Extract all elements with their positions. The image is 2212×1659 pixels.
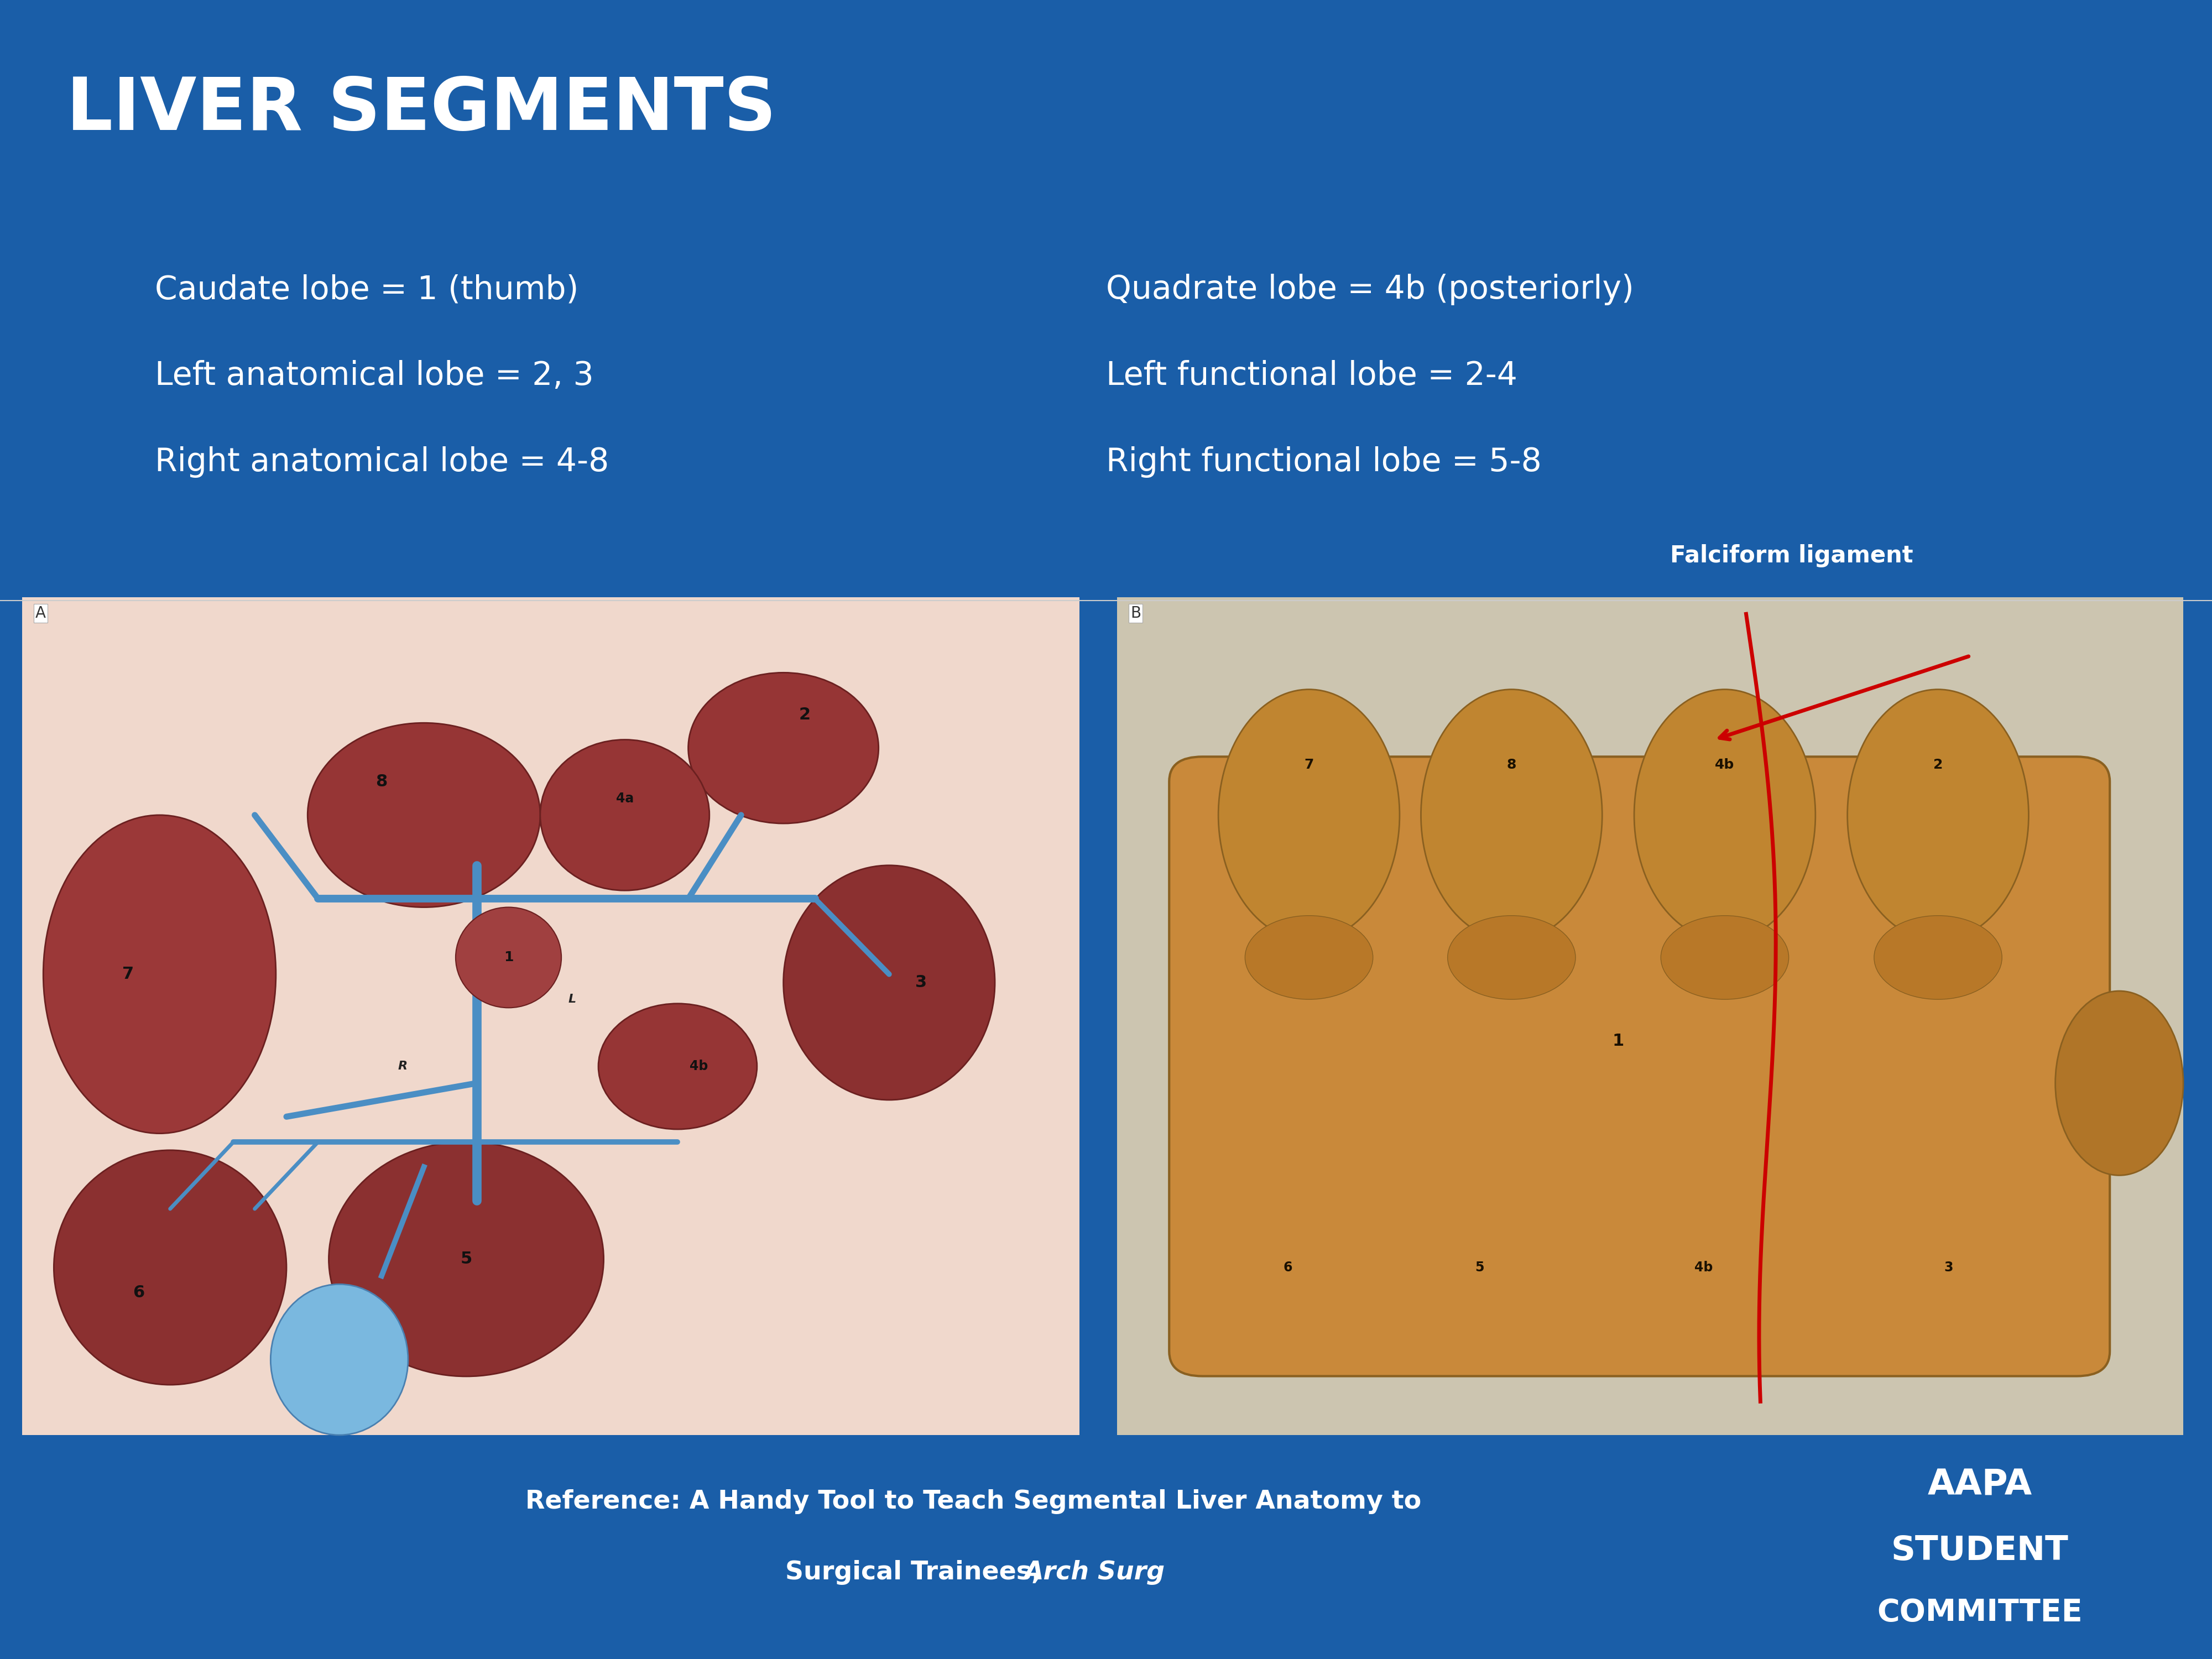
Text: Quadrate lobe = 4b (posteriorly): Quadrate lobe = 4b (posteriorly) [1106, 274, 1635, 305]
Ellipse shape [456, 907, 562, 1007]
Text: Right functional lobe = 5-8: Right functional lobe = 5-8 [1106, 446, 1542, 478]
Text: 1: 1 [504, 951, 513, 964]
Text: Arch Surg: Arch Surg [1024, 1559, 1166, 1586]
Text: Left anatomical lobe = 2, 3: Left anatomical lobe = 2, 3 [155, 360, 593, 392]
Text: 7: 7 [1305, 758, 1314, 771]
Ellipse shape [783, 866, 995, 1100]
Ellipse shape [330, 1141, 604, 1377]
Text: Left functional lobe = 2-4: Left functional lobe = 2-4 [1106, 360, 1517, 392]
Text: 4b: 4b [1694, 1261, 1712, 1274]
Ellipse shape [1661, 916, 1790, 999]
Ellipse shape [599, 1004, 757, 1130]
Text: 3: 3 [1944, 1261, 1953, 1274]
Text: 4b: 4b [1714, 758, 1734, 771]
Ellipse shape [1847, 690, 2028, 941]
Ellipse shape [307, 723, 540, 907]
Text: STUDENT: STUDENT [1891, 1535, 2068, 1568]
Ellipse shape [270, 1284, 407, 1435]
Text: Caudate lobe = 1 (thumb): Caudate lobe = 1 (thumb) [155, 274, 580, 305]
Ellipse shape [688, 672, 878, 823]
Text: 5: 5 [1475, 1261, 1484, 1274]
Ellipse shape [1245, 916, 1374, 999]
Ellipse shape [540, 740, 710, 891]
Text: 3: 3 [916, 974, 927, 990]
FancyBboxPatch shape [22, 597, 1079, 1435]
Text: B: B [1130, 606, 1141, 620]
Text: Falciform ligament: Falciform ligament [1670, 544, 1913, 567]
Text: COMMITTEE: COMMITTEE [1878, 1598, 2081, 1627]
Text: 2: 2 [799, 707, 810, 723]
Text: R: R [398, 1060, 407, 1072]
Text: 8: 8 [376, 773, 387, 790]
FancyBboxPatch shape [1117, 597, 2183, 1435]
Text: 5: 5 [460, 1251, 471, 1267]
Ellipse shape [1635, 690, 1816, 941]
FancyBboxPatch shape [1170, 757, 2110, 1377]
Text: A: A [35, 606, 46, 620]
Ellipse shape [1420, 690, 1601, 941]
Text: 6: 6 [1283, 1261, 1292, 1274]
Text: AAPA: AAPA [1927, 1468, 2033, 1501]
Ellipse shape [1874, 916, 2002, 999]
Text: 4a: 4a [615, 791, 633, 805]
Text: LIVER SEGMENTS: LIVER SEGMENTS [66, 75, 776, 144]
Text: Right anatomical lobe = 4-8: Right anatomical lobe = 4-8 [155, 446, 608, 478]
Text: Surgical Trainees,: Surgical Trainees, [785, 1559, 1051, 1586]
Ellipse shape [2055, 990, 2183, 1175]
Text: 1: 1 [1613, 1034, 1624, 1048]
Text: 7: 7 [122, 966, 133, 982]
Text: 8: 8 [1506, 758, 1517, 771]
Ellipse shape [53, 1150, 288, 1385]
FancyBboxPatch shape [0, 1438, 2212, 1659]
Ellipse shape [1447, 916, 1575, 999]
Text: 4b: 4b [690, 1060, 708, 1073]
Text: Reference: A Handy Tool to Teach Segmental Liver Anatomy to: Reference: A Handy Tool to Teach Segment… [524, 1490, 1422, 1513]
Text: 6: 6 [133, 1284, 144, 1301]
Text: L: L [568, 994, 575, 1005]
Ellipse shape [1219, 690, 1400, 941]
Text: 2: 2 [1933, 758, 1942, 771]
Ellipse shape [44, 815, 276, 1133]
